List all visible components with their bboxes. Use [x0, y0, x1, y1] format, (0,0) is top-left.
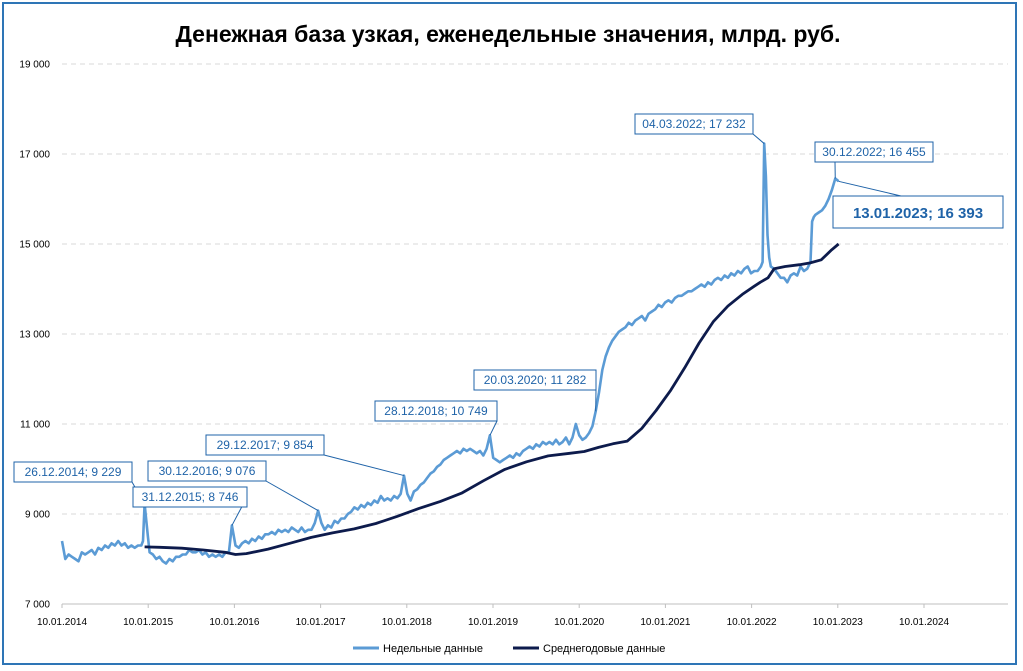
series-lines — [60, 142, 840, 565]
annotation-label: 29.12.2017; 9 854 — [217, 438, 314, 452]
annotation-callout: 30.12.2022; 16 455 — [814, 141, 934, 179]
annotation-box — [147, 460, 267, 482]
annotation-leader-line — [489, 420, 498, 436]
legend-item: Недельные данные — [353, 643, 483, 655]
x-tick-label: 10.01.2024 — [899, 617, 949, 628]
annotation-callout: 26.12.2014; 9 229 — [13, 461, 146, 504]
y-tick-label: 7 000 — [25, 600, 50, 611]
annotation-box — [205, 434, 325, 456]
annotation-box — [814, 141, 934, 163]
annotation-leader-line — [838, 180, 902, 197]
x-tick-label: 10.01.2018 — [382, 617, 432, 628]
annotation-label: 30.12.2016; 9 076 — [159, 464, 256, 478]
x-tick-label: 10.01.2016 — [209, 617, 259, 628]
annotation-box — [634, 113, 754, 135]
y-tick-label: 13 000 — [19, 330, 50, 341]
annotation-label: 28.12.2018; 10 749 — [384, 404, 488, 418]
x-tick-label: 10.01.2022 — [727, 617, 777, 628]
chart-title: Денежная база узкая, еженедельные значен… — [175, 21, 840, 47]
annotation-label: 30.12.2022; 16 455 — [822, 145, 926, 159]
x-tick-label: 10.01.2017 — [296, 617, 346, 628]
grid-lines — [62, 63, 1008, 515]
x-tick-label: 10.01.2014 — [37, 617, 87, 628]
annotation-box — [132, 486, 248, 508]
annotation-label: 13.01.2023; 16 393 — [853, 205, 983, 222]
annotation-box — [13, 461, 133, 483]
x-tick-label: 10.01.2020 — [554, 617, 604, 628]
annotation-box — [473, 369, 597, 391]
annotation-callout: 13.01.2023; 16 393 — [832, 180, 1004, 229]
annotation-callout: 30.12.2016; 9 076 — [147, 460, 319, 512]
x-tick-label: 10.01.2015 — [123, 617, 173, 628]
annotation-label: 31.12.2015; 8 746 — [142, 490, 239, 504]
weekly-series-line — [60, 142, 840, 565]
legend-item: Среднегодовые данные — [513, 643, 665, 655]
y-tick-label: 15 000 — [19, 240, 50, 251]
annotation-box — [832, 195, 1004, 229]
x-tick-label: 10.01.2019 — [468, 617, 518, 628]
legend-label: Среднегодовые данные — [543, 643, 665, 655]
data-annotations: 26.12.2014; 9 229 31.12.2015; 8 746 30.12.… — [13, 113, 1004, 526]
annotation-callout: 29.12.2017; 9 854 — [205, 434, 405, 477]
annotation-leader-line — [752, 133, 765, 144]
annual-average-series-line — [144, 242, 840, 556]
y-tick-label: 17 000 — [19, 150, 50, 161]
x-tick-label: 10.01.2023 — [813, 617, 863, 628]
y-tick-label: 9 000 — [25, 510, 50, 521]
axes: 7 000 9 000 11 000 13 000 15 000 17 000 19 000… — [19, 60, 1008, 628]
annotation-label: 04.03.2022; 17 232 — [642, 117, 746, 131]
annotation-callout: 04.03.2022; 17 232 — [634, 113, 765, 144]
legend-label: Недельные данные — [383, 643, 483, 655]
y-tick-label: 19 000 — [19, 60, 50, 71]
legend: Недельные данные Среднегодовые данные — [353, 643, 665, 655]
annotation-leader-line — [265, 480, 319, 512]
annotation-label: 26.12.2014; 9 229 — [25, 465, 122, 479]
annotation-callout: 20.03.2020; 11 282 — [473, 369, 597, 412]
annotation-callout: 31.12.2015; 8 746 — [132, 486, 248, 526]
annotation-callout: 28.12.2018; 10 749 — [374, 400, 498, 436]
annotation-box — [374, 400, 498, 422]
annotation-label: 20.03.2020; 11 282 — [484, 373, 587, 387]
x-tick-label: 10.01.2021 — [640, 617, 690, 628]
y-tick-label: 11 000 — [20, 420, 50, 431]
annotation-leader-line — [323, 454, 405, 477]
